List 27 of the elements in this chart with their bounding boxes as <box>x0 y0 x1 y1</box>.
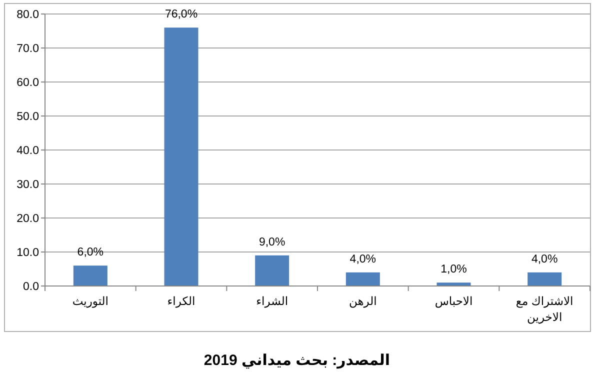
x-tick-label: الاشتراك مع الاخرين <box>516 296 574 324</box>
y-tick-label: 80.0 <box>16 9 39 21</box>
data-label: 1,0% <box>440 264 467 276</box>
y-tick-label: 30.0 <box>16 179 39 191</box>
data-label: 9,0% <box>258 236 286 248</box>
x-tick-label: الاحباس <box>434 296 473 308</box>
x-tick-label: الشراء <box>256 296 288 308</box>
y-tick-label: 40.0 <box>16 145 39 157</box>
bar <box>255 255 290 286</box>
data-label: 4,0% <box>350 253 376 266</box>
y-tick-label: 70.0 <box>16 43 39 55</box>
y-tick-label: 50.0 <box>16 111 39 123</box>
data-label: 6,0% <box>77 246 104 259</box>
bar <box>73 266 108 286</box>
y-tick-label: 20.0 <box>16 213 39 225</box>
bar <box>346 272 380 286</box>
x-tick-label: الرهن <box>348 296 377 308</box>
y-tick-label: 10.0 <box>16 247 39 259</box>
y-tick-label: 0.0 <box>23 281 39 293</box>
text: المصدر: بحث ميداني 2019 <box>204 352 390 369</box>
data-label: 76,0% <box>164 8 198 21</box>
x-tick-label: التوريث <box>72 296 109 308</box>
x-tick-label: الكراء <box>167 296 196 308</box>
bar <box>528 272 562 286</box>
data-label: 4,0% <box>531 253 558 266</box>
y-tick-label: 60.0 <box>16 77 39 89</box>
bar <box>164 28 198 286</box>
